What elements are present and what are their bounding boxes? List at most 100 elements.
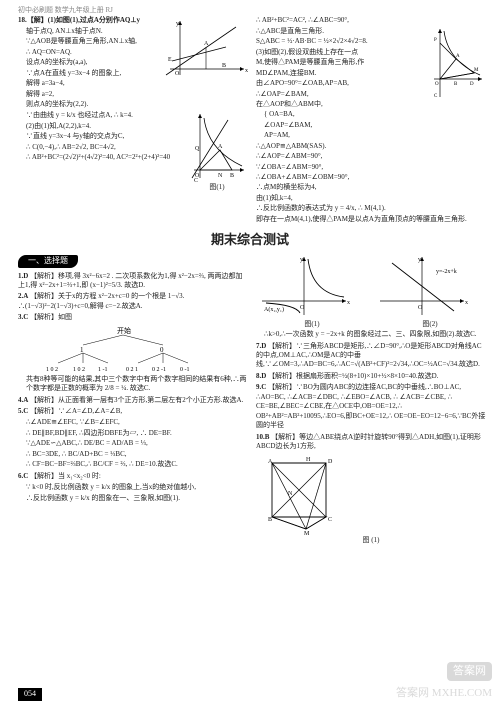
q3-text2: 共有8种等可能的结果,其中三个数字中有两个数字相同的结果有6种,∴两个数字都是正… (18, 375, 248, 394)
q6: 6.C 【解析】当 x₁<x₂<0 时: (18, 472, 248, 481)
line: 则点A的坐标为(2,2). (18, 100, 248, 109)
q2-text: 【解析】关于x的方程 x²−2x+c=0 的一个根是 1−√3. ∴(1−√3)… (18, 292, 184, 309)
tree-diagram: 开始 10 1 0 21 0 21 -1 0 2 10 2 -10 -1 (38, 325, 248, 373)
line: ∴点M的横坐标为4, (256, 183, 486, 192)
line: ∴反比例函数的表达式为 y = 4/x, ∴ M(4,1). (256, 204, 486, 213)
q10: 10.B 【解析】等边△ABE绕点A逆时针旋转90°得到△ADH,如图(1),证… (256, 433, 486, 452)
svg-text:N: N (288, 491, 293, 497)
q9: 9.C 【解析】∵BO为圆内ABC的边连接AC,BC的中垂线,∴BO⊥AC, ∴… (256, 383, 486, 430)
twin-figures: A(x₁,y₁) Oxy 图(1) y=-2x+k Ox y 图(2) (256, 253, 486, 329)
figure-square: AHD BC MN 图 (1) (256, 455, 486, 545)
svg-text:O: O (300, 305, 305, 311)
q5-t5: ∴ BC=3DE, ∴ BC/AD+BC = ⅓BC, (18, 450, 248, 459)
q4: 4.A 【解析】从正面看第一层有3个正方形,第二层左有2个小正方形.故选A. (18, 396, 248, 405)
fig-cap-2: 图(2) (374, 320, 486, 329)
q5-num: 5.C (18, 407, 28, 415)
svg-text:B: B (222, 63, 226, 69)
q2-num: 2.A (18, 292, 28, 300)
svg-text:O: O (175, 71, 180, 77)
upper-section: x y EA BO 18.【解】(1)如图(1),过点A分别作AQ⊥y 轴于点Q… (0, 15, 500, 225)
q5-t4: ∵△ADE∽△ABC,∴ DE/BC = AD/AB = ⅓, (18, 439, 248, 448)
fig-cap-1: 图(1) (256, 320, 368, 329)
svg-text:H: H (306, 457, 311, 463)
line: ∴∠AOP=∠ABM=90°, (256, 152, 486, 161)
q8-num: 8.D (256, 372, 266, 380)
col-left: x y EA BO 18.【解】(1)如图(1),过点A分别作AQ⊥y 轴于点Q… (18, 15, 248, 225)
svg-text:x: x (465, 300, 468, 306)
svg-text:A: A (204, 41, 209, 47)
q4-text: 【解析】从正面看第一层有3个正方形,第二层左有2个小正方形.故选A. (30, 396, 243, 404)
q10-num: 10.B (256, 433, 269, 441)
svg-text:y=-2x+k: y=-2x+k (436, 269, 457, 275)
svg-text:C: C (434, 94, 438, 99)
line: ∵∠OBA=∠ABM=90°, (256, 163, 486, 172)
badge-choice: 一、选择题 (18, 255, 78, 268)
fig1-caption: 图(1) (186, 183, 248, 192)
line: 由(1)知,k=4, (256, 194, 486, 203)
q6-t3: ∴反比例函数 y = k/x 的图象在一、三象限,如图(1). (18, 494, 248, 503)
q7: 7.D 【解析】∵三角形ABCD是矩形,∴∠D=90°,∴O是矩形ABCD对角线… (256, 342, 486, 370)
col-left-2: 一、选择题 1.D 【解析】移项,得 3x²−6x=2 . 二次项系数化为1,得… (18, 253, 248, 546)
svg-text:N: N (218, 173, 223, 179)
line: AP=AM, (256, 131, 486, 140)
svg-text:C: C (194, 178, 198, 182)
q6b: ∴k>0,∴一次函数 y = −2x+k 的图象经过二、三、四象限,如图(2).… (256, 330, 486, 339)
svg-text:E: E (168, 57, 172, 63)
svg-text:M: M (474, 68, 479, 73)
svg-text:1 -1: 1 -1 (98, 367, 108, 373)
q2: 2.A 【解析】关于x的方程 x²−2x+c=0 的一个根是 1−√3. ∴(1… (18, 292, 248, 311)
svg-text:D: D (470, 82, 474, 87)
svg-text:B: B (454, 82, 458, 87)
line: 即存在一点M(4,1),使得△PAM是以点A为直角顶点的等腰直角三角形. (256, 215, 486, 224)
section-title: 期末综合测试 (0, 231, 500, 249)
svg-text:y: y (418, 257, 421, 263)
page-number: 054 (18, 688, 42, 701)
svg-text:A: A (268, 459, 273, 465)
svg-text:0 -1: 0 -1 (180, 367, 190, 373)
watermark-badge: 答案网 (447, 662, 492, 681)
figure-line: y=-2x+k Ox y 图(2) (374, 253, 486, 329)
svg-text:x: x (347, 300, 350, 306)
svg-text:O: O (418, 305, 423, 311)
q4-num: 4.A (18, 396, 28, 404)
lower-section: 一、选择题 1.D 【解析】移项,得 3x²−6x=2 . 二次项系数化为1,得… (0, 253, 500, 546)
line: 解得 a=3a−4, (18, 79, 248, 88)
svg-text:y: y (176, 21, 179, 27)
watermark-text: 答案网 MXHE.COM (396, 687, 492, 699)
q6-t2: ∵ k<0 时,反比例函数 y = k/x 的图象上,当x的绝对值越小, (18, 483, 248, 492)
q5-t6: ∴ CF=BC−BF=⅔BC,∴ BC/CF = ⅔, ∴ DE=10.故选C. (18, 460, 248, 469)
svg-text:C: C (328, 517, 332, 523)
q5-text: 【解析】∵∠A=∠D,∠A=∠B, (30, 407, 122, 415)
svg-text:A(x₁,y₁): A(x₁,y₁) (264, 306, 284, 313)
q6-num: 6.C (18, 472, 28, 480)
svg-text:1 0 2: 1 0 2 (46, 367, 58, 373)
q3-num: 3.C (18, 313, 28, 321)
col-right: PA MC DB O ∴ AB²+BC²=AC², ∴∠ABC=90°, ∴△A… (256, 15, 486, 225)
q7-num: 7.D (256, 342, 266, 350)
svg-text:0 2 1: 0 2 1 (126, 367, 138, 373)
fig-cap-sq: 图 (1) (256, 536, 486, 545)
q10-text: 【解析】等边△ABE绕点A逆时针旋转90°得到△ADH,如图(1),证明形ABC… (256, 433, 481, 450)
svg-text:0 2 -1: 0 2 -1 (152, 367, 166, 373)
line: ∴∠OBA+∠ABM=∠OBM=90°, (256, 173, 486, 182)
svg-text:1 0 2: 1 0 2 (73, 367, 85, 373)
line: { OA=BA, (256, 110, 486, 119)
q8-text: 【解析】根据扇形面积=½(8+10)×10+½×8×10=40.故选D. (268, 372, 438, 380)
svg-text:Q: Q (195, 146, 200, 152)
line: 解得 a=2, (18, 90, 248, 99)
figure-hyperbola: A(x₁,y₁) Oxy 图(1) (256, 253, 368, 329)
tree-root: 开始 (117, 326, 131, 335)
svg-text:M: M (304, 531, 310, 535)
q7-text: 【解析】∵三角形ABCD是矩形,∴∠D=90°,∴O是矩形ABCD对角线AC的中… (256, 342, 482, 369)
svg-text:A: A (218, 144, 223, 150)
q6-text: 【解析】当 x₁<x₂<0 时: (30, 472, 101, 480)
q9-text: 【解析】∵BO为圆内ABC的边连接AC,BC的中垂线,∴BO⊥AC, ∴AO=B… (256, 383, 485, 429)
page-header: 初中必刷题 数学九年级上册 RJ (0, 0, 500, 15)
svg-text:D: D (328, 459, 333, 465)
figure-2: PA MC DB O (430, 25, 486, 103)
q5-t2: ∴∠ADE≅∠EFC, ∵∠B=∠EFC, (18, 418, 248, 427)
q1: 1.D 【解析】移项,得 3x²−6x=2 . 二次项系数化为1,得 x²−2x… (18, 272, 248, 291)
svg-text:0: 0 (160, 346, 164, 354)
q3: 3.C 【解析】如图 (18, 313, 248, 322)
q1-num: 1.D (18, 272, 28, 280)
